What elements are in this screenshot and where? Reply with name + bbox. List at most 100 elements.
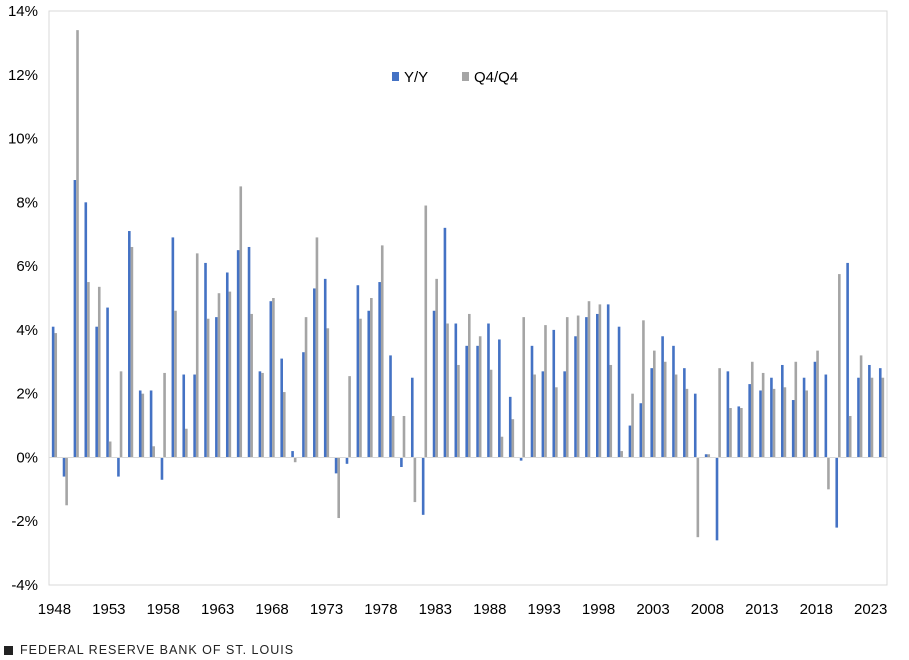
bar-q4q4-1960 (185, 428, 188, 458)
legend-label: Q4/Q4 (474, 69, 518, 86)
bar-q4q4-1963 (217, 293, 221, 458)
bar-q4q4-1956 (141, 393, 145, 458)
bar-yy-1995 (563, 371, 566, 458)
bar-yy-1989 (498, 339, 501, 458)
bar-yy-2010 (726, 371, 730, 458)
bar-yy-1956 (138, 390, 142, 458)
bar-chart: -4% -2% 0% 2% 4% 6% 8% 10% 12% 14% 1948 1953 1958 196… (8, 3, 888, 618)
bar-yy-2020 (835, 457, 839, 528)
bar-q4q4-2020 (838, 274, 841, 458)
bar-q4q4-2008 (707, 454, 711, 458)
bar-q4q4-1984 (446, 323, 449, 458)
bar-q4q4-1994 (555, 387, 558, 458)
x-tick-label: 2013 (745, 601, 778, 618)
bar-yy-1967 (258, 371, 262, 458)
bar-q4q4-2011 (740, 408, 743, 458)
bar-q4q4-1965 (239, 186, 243, 458)
bar-yy-2014 (770, 377, 773, 458)
bar-yy-1968 (269, 301, 273, 458)
bar-yy-1998 (596, 313, 599, 458)
bar-yy-1996 (574, 336, 577, 458)
bar-yy-2001 (628, 425, 632, 458)
bar-yy-1974 (334, 457, 338, 474)
bar-yy-1978 (378, 282, 381, 458)
bar-q4q4-2012 (750, 361, 754, 458)
bar-yy-1964 (225, 272, 229, 458)
bar-q4q4-1992 (533, 374, 536, 458)
bar-yy-1987 (476, 345, 479, 458)
bar-yy-2006 (683, 368, 686, 458)
bar-yy-1981 (410, 377, 414, 458)
bar-q4q4-1980 (402, 415, 406, 458)
y-tick-label: 2% (16, 386, 38, 403)
bar-q4q4-2007 (696, 457, 700, 538)
x-tick-label: 1963 (201, 601, 234, 618)
x-tick-label: 1988 (473, 601, 506, 618)
bar-q4q4-1989 (500, 436, 504, 458)
x-tick-label: 2018 (800, 601, 833, 618)
bar-yy-1969 (280, 358, 283, 458)
bar-q4q4-1995 (565, 317, 569, 458)
axes: -4% -2% 0% 2% 4% 6% 8% 10% 12% 14% 1948 1953 1958 196… (8, 3, 887, 618)
bar-q4q4-2024 (881, 377, 885, 458)
x-tick-label: 2023 (854, 601, 887, 618)
bar-yy-1992 (530, 345, 534, 458)
bar-yy-1948 (51, 326, 55, 458)
bar-yy-1984 (443, 227, 447, 458)
bar-yy-1999 (606, 304, 610, 458)
y-tick-label: 14% (8, 3, 38, 20)
bar-q4q4-2004 (663, 361, 667, 458)
bar-yy-1961 (193, 374, 196, 458)
bar-yy-2023 (868, 364, 871, 458)
bar-yy-1950 (73, 180, 77, 458)
bar-yy-2022 (857, 377, 860, 458)
x-tick-label: 2008 (691, 601, 724, 618)
bar-yy-2013 (759, 390, 762, 458)
bar-q4q4-1998 (598, 304, 602, 458)
bar-q4q4-1977 (370, 298, 373, 458)
y-tick-label: 0% (16, 449, 38, 466)
bar-yy-2021 (846, 262, 849, 458)
legend-label: Y/Y (404, 69, 428, 86)
footer: FEDERAL RESERVE BANK OF ST. LOUIS (4, 642, 294, 658)
plot-area-border (48, 10, 888, 586)
bar-yy-1953 (106, 307, 109, 458)
bar-q4q4-1982 (424, 205, 428, 458)
bar-yy-1973 (323, 278, 327, 458)
bar-q4q4-1970 (293, 457, 297, 463)
bar-q4q4-1969 (282, 392, 286, 458)
y-tick-label: 6% (16, 258, 38, 275)
bar-q4q4-1952 (97, 286, 101, 458)
bar-yy-1994 (552, 329, 556, 458)
bar-yy-2018 (813, 361, 817, 458)
bar-q4q4-1955 (130, 246, 134, 458)
bar-q4q4-2021 (848, 415, 852, 458)
bar-yy-2000 (617, 326, 621, 458)
bar-q4q4-1961 (195, 253, 199, 458)
bar-q4q4-1948 (54, 333, 58, 458)
bar-yy-2009 (715, 457, 719, 541)
bar-q4q4-1991 (522, 317, 526, 458)
bar-yy-1991 (519, 457, 523, 461)
x-tick-label: 1968 (255, 601, 288, 618)
x-tick-label: 2003 (636, 601, 669, 618)
bar-q4q4-2013 (761, 372, 765, 458)
bar-yy-1972 (313, 288, 316, 458)
bar-q4q4-2009 (718, 368, 721, 458)
x-tick-label: 1993 (527, 601, 560, 618)
bar-q4q4-1997 (587, 301, 591, 458)
bar-q4q4-1999 (609, 364, 613, 458)
bar-q4q4-1988 (489, 369, 493, 458)
bar-q4q4-2006 (685, 388, 689, 458)
bar-yy-2017 (802, 377, 806, 458)
bar-q4q4-1971 (304, 317, 308, 458)
bar-q4q4-2005 (674, 374, 678, 458)
x-tick-label: 1973 (310, 601, 343, 618)
bar-q4q4-1974 (337, 457, 340, 519)
bar-q4q4-2023 (870, 377, 874, 458)
bar-q4q4-2010 (729, 408, 732, 458)
bar-yy-1971 (302, 352, 305, 458)
bar-q4q4-1976 (359, 318, 362, 458)
bar-q4q4-2017 (805, 390, 808, 458)
bar-q4q4-1949 (65, 457, 68, 506)
